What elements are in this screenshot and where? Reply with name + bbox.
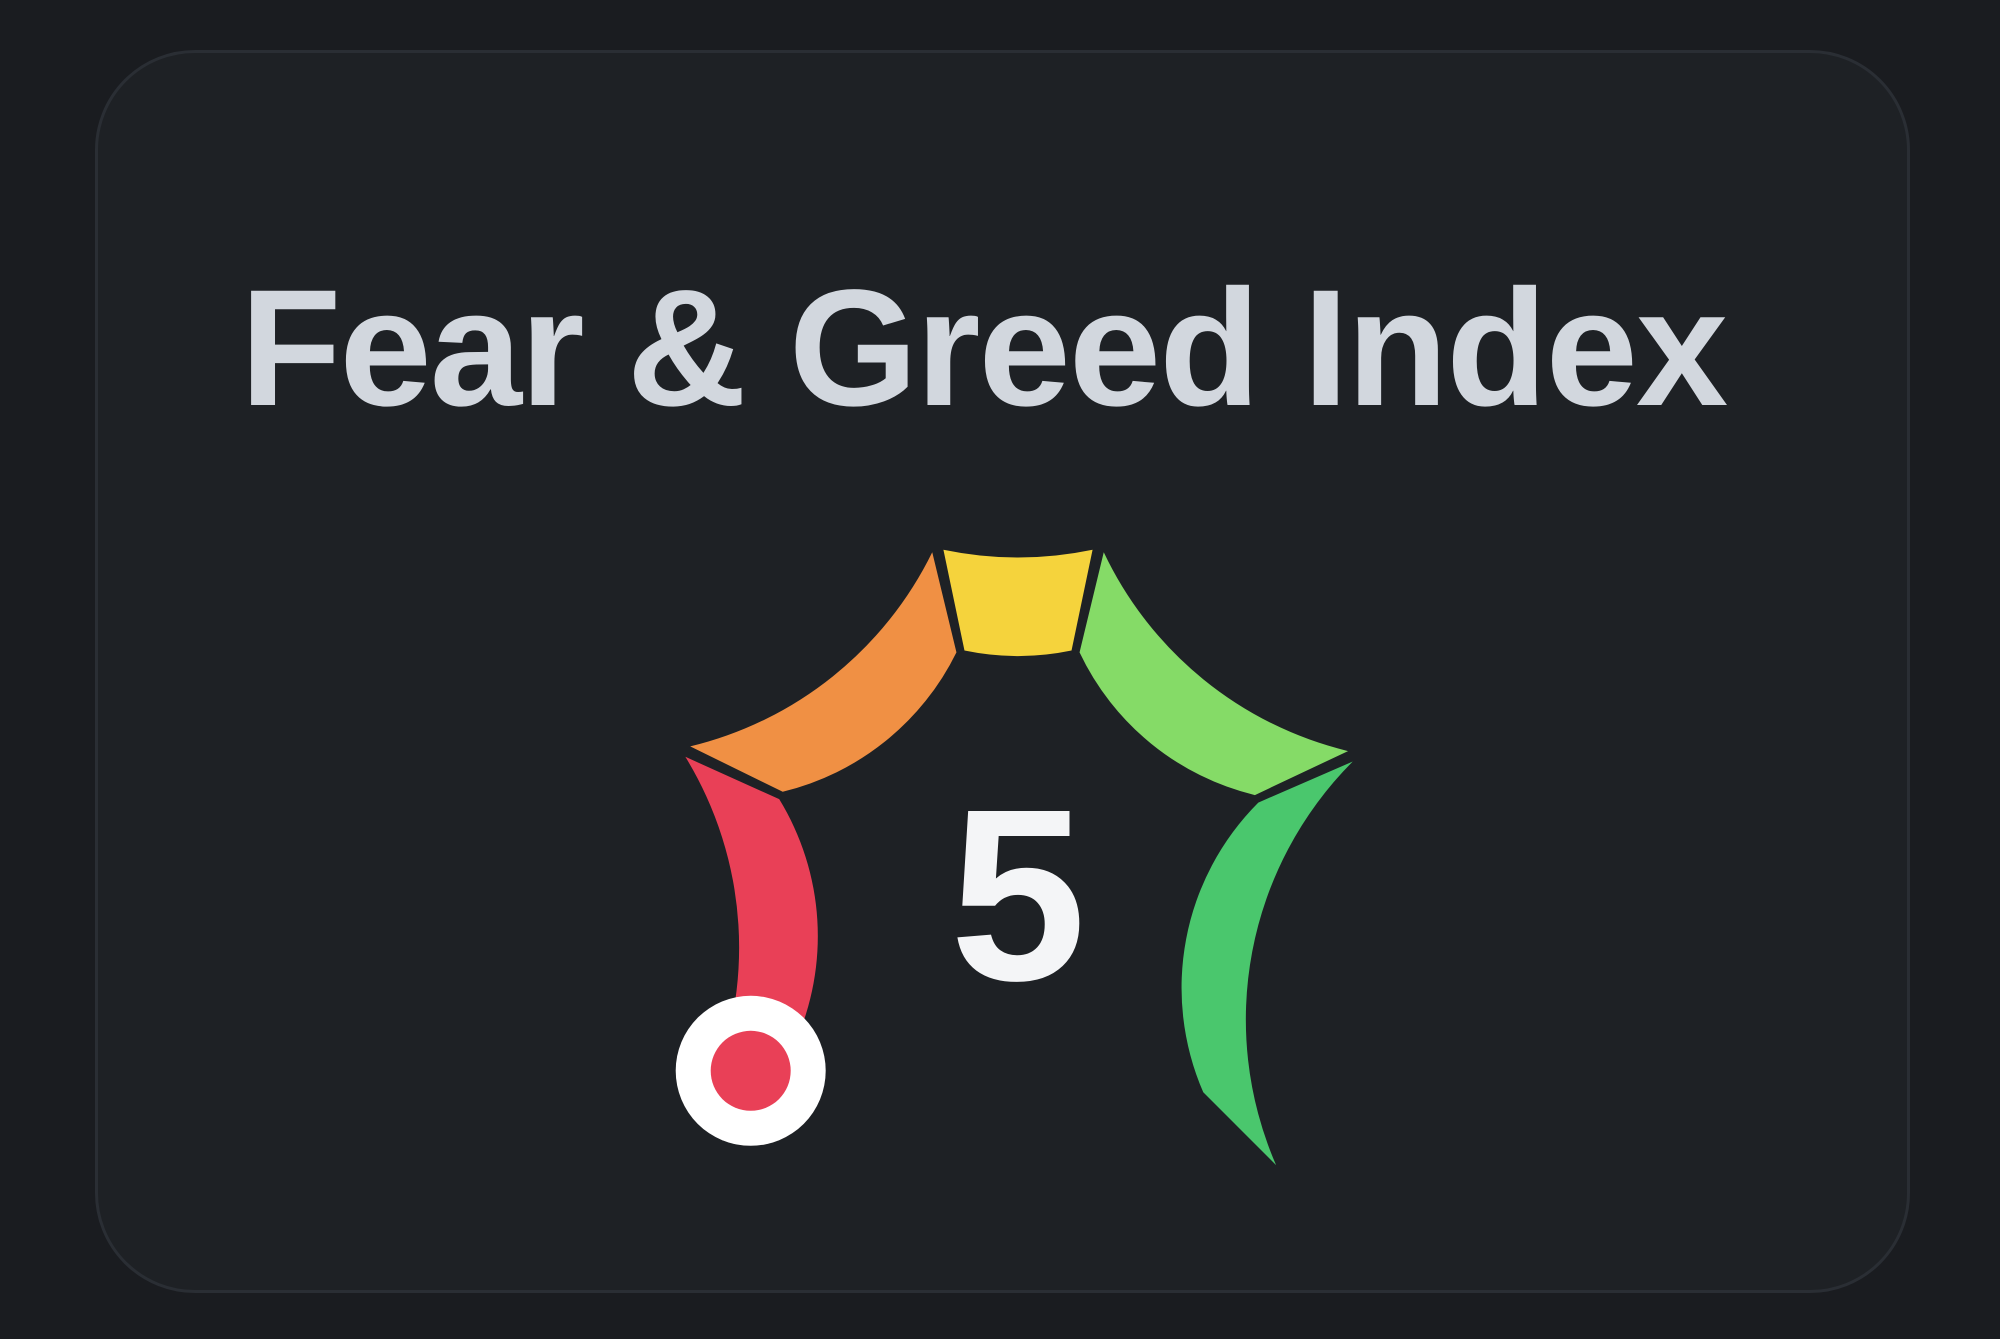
gauge-segment-orange bbox=[690, 552, 957, 792]
gauge-segment-green bbox=[1181, 761, 1353, 1166]
indicator-dot bbox=[710, 1030, 791, 1111]
gauge-segment-light-green bbox=[1079, 552, 1349, 796]
fear-greed-card: Fear & Greed Index 5 bbox=[95, 50, 1910, 1293]
gauge-value: 5 bbox=[949, 757, 1087, 1032]
card-title: Fear & Greed Index bbox=[240, 256, 1728, 441]
gauge-arc bbox=[675, 549, 1353, 1166]
fear-greed-gauge: 5 bbox=[618, 507, 1418, 1307]
gauge-segment-yellow bbox=[943, 549, 1093, 657]
